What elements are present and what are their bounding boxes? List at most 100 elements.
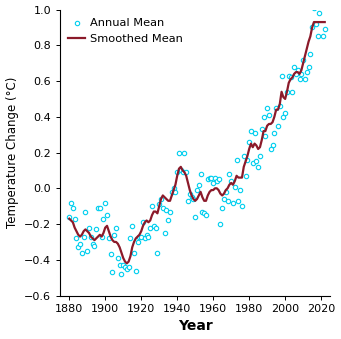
Annual Mean <box>68 200 74 205</box>
Annual Mean <box>196 182 202 187</box>
Annual Mean <box>207 175 212 180</box>
Annual Mean <box>295 67 300 73</box>
Annual Mean <box>176 150 182 155</box>
Annual Mean <box>244 157 250 162</box>
Annual Mean <box>120 262 126 268</box>
Annual Mean <box>270 143 275 148</box>
Annual Mean <box>70 205 76 211</box>
Annual Mean <box>79 250 85 255</box>
Annual Mean <box>212 175 218 180</box>
Annual Mean <box>164 207 169 213</box>
Annual Mean <box>218 221 223 227</box>
Annual Mean <box>236 198 241 203</box>
Annual Mean <box>263 134 268 139</box>
Annual Mean <box>281 114 286 120</box>
Annual Mean <box>250 161 255 166</box>
Annual Mean <box>81 234 86 239</box>
Annual Mean <box>311 5 317 11</box>
Annual Mean <box>112 232 117 238</box>
Annual Mean <box>138 234 144 239</box>
Annual Mean <box>117 262 122 268</box>
Annual Mean <box>227 171 232 177</box>
Annual Mean <box>131 250 137 255</box>
Annual Mean <box>185 198 191 203</box>
Annual Mean <box>300 57 306 62</box>
Annual Mean <box>99 234 104 239</box>
Annual Mean <box>228 178 234 184</box>
Annual Mean <box>148 225 153 230</box>
Annual Mean <box>189 195 194 200</box>
Annual Mean <box>160 205 165 211</box>
Annual Mean <box>75 244 81 250</box>
Annual Mean <box>182 150 187 155</box>
Smoothed Mean <box>67 217 71 221</box>
Annual Mean <box>288 75 293 80</box>
Annual Mean <box>122 264 128 270</box>
Annual Mean <box>149 203 155 209</box>
Annual Mean <box>230 200 236 205</box>
Annual Mean <box>275 123 281 128</box>
Annual Mean <box>171 185 176 191</box>
Smoothed Mean <box>125 261 129 265</box>
Annual Mean <box>209 175 214 180</box>
Annual Mean <box>157 202 162 207</box>
Annual Mean <box>130 223 135 228</box>
Annual Mean <box>88 234 93 239</box>
Annual Mean <box>282 111 288 116</box>
Annual Mean <box>268 146 273 152</box>
Annual Mean <box>316 11 322 16</box>
Annual Mean <box>108 252 113 257</box>
Annual Mean <box>90 241 95 246</box>
Smoothed Mean <box>136 235 140 239</box>
Annual Mean <box>133 268 138 273</box>
Annual Mean <box>151 223 157 228</box>
Annual Mean <box>66 214 72 220</box>
Legend: Annual Mean, Smoothed Mean: Annual Mean, Smoothed Mean <box>66 15 185 47</box>
Annual Mean <box>191 196 196 202</box>
Y-axis label: Temperature Change (°C): Temperature Change (°C) <box>5 77 18 228</box>
Annual Mean <box>203 213 209 218</box>
Annual Mean <box>318 3 324 9</box>
Annual Mean <box>232 184 237 189</box>
Annual Mean <box>221 196 227 202</box>
Annual Mean <box>247 139 252 144</box>
Annual Mean <box>264 105 270 111</box>
Annual Mean <box>175 170 180 175</box>
Annual Mean <box>254 159 259 164</box>
Annual Mean <box>103 200 108 205</box>
Annual Mean <box>110 270 115 275</box>
Annual Mean <box>302 77 308 82</box>
Smoothed Mean <box>155 211 160 215</box>
Smoothed Mean <box>173 183 177 187</box>
Annual Mean <box>144 232 149 238</box>
Annual Mean <box>200 209 205 214</box>
Annual Mean <box>192 214 198 220</box>
Annual Mean <box>293 71 299 77</box>
Annual Mean <box>292 64 297 69</box>
Annual Mean <box>309 25 315 30</box>
Annual Mean <box>93 227 99 232</box>
Annual Mean <box>315 34 320 39</box>
Annual Mean <box>252 130 257 136</box>
Annual Mean <box>124 266 130 272</box>
Annual Mean <box>234 157 239 162</box>
Annual Mean <box>299 71 304 77</box>
Annual Mean <box>173 189 178 195</box>
Annual Mean <box>205 177 210 182</box>
Annual Mean <box>202 211 207 216</box>
Annual Mean <box>140 220 146 225</box>
Annual Mean <box>165 218 171 223</box>
Annual Mean <box>146 234 151 239</box>
Annual Mean <box>306 64 311 69</box>
Smoothed Mean <box>182 170 187 174</box>
Annual Mean <box>272 130 277 136</box>
Annual Mean <box>308 52 313 57</box>
Annual Mean <box>142 236 148 241</box>
Annual Mean <box>320 34 326 39</box>
Annual Mean <box>135 239 140 245</box>
Annual Mean <box>187 191 193 196</box>
Annual Mean <box>115 255 121 261</box>
Annual Mean <box>183 170 189 175</box>
Annual Mean <box>113 225 119 230</box>
Annual Mean <box>74 236 79 241</box>
